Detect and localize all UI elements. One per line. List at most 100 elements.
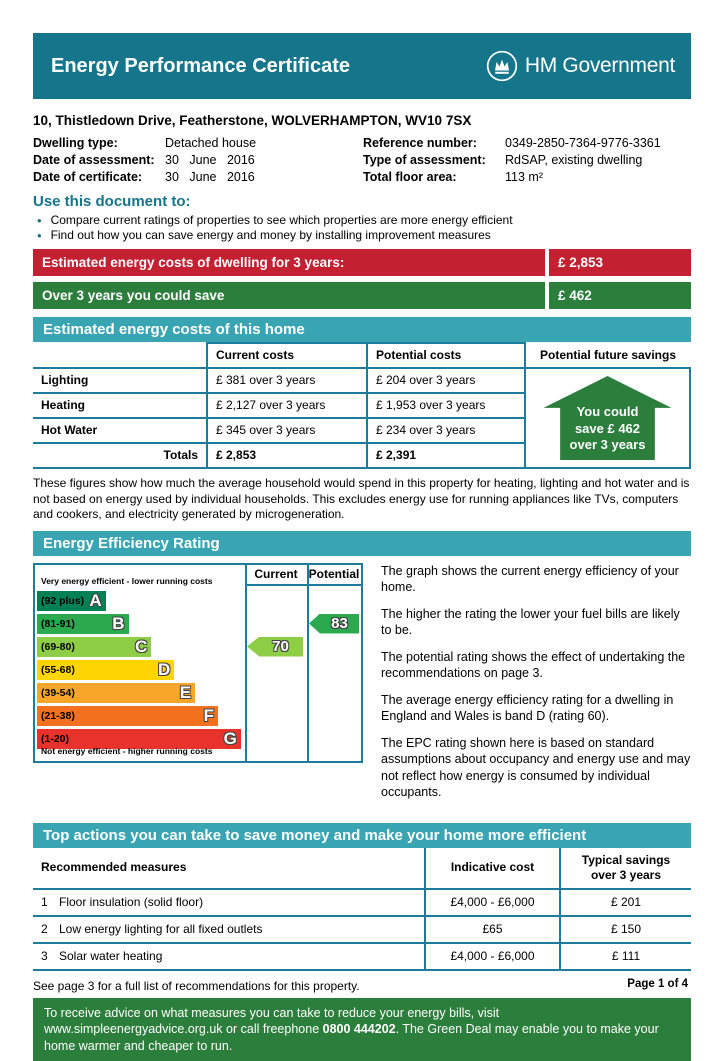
use-document-bullets: • Compare current ratings of properties …	[33, 213, 691, 243]
detail-row: Date of assessment: 30 June 2016	[33, 152, 363, 169]
savings-bar: Over 3 years you could save £ 462	[33, 282, 691, 309]
actions-header-cost: Indicative cost	[425, 848, 560, 889]
detail-row: Dwelling type: Detached house	[33, 135, 363, 152]
band-e: (39-54) E	[37, 683, 195, 703]
measure-savings: £ 201	[560, 889, 691, 916]
cost-row-potential: £ 204 over 3 years	[367, 368, 525, 393]
band-range: (1-20)	[41, 733, 69, 745]
page-number: Page 1 of 4	[627, 978, 688, 990]
rating-paragraph: The higher the rating the lower your fue…	[381, 606, 691, 639]
band-letter: G	[224, 729, 237, 749]
band-letter: E	[180, 683, 191, 703]
costs-header-current: Current costs	[207, 343, 367, 368]
estimated-costs-value: £ 2,853	[549, 249, 691, 276]
details-right-column: Reference number: 0349-2850-7364-9776-33…	[363, 135, 691, 186]
band-f: (21-38) F	[37, 706, 218, 726]
band-range: (55-68)	[41, 664, 75, 676]
measure-savings: £ 150	[560, 916, 691, 943]
detail-label: Dwelling type:	[33, 135, 165, 152]
totals-current: £ 2,853	[207, 443, 367, 468]
rating-section-header: Energy Efficiency Rating	[33, 531, 691, 556]
detail-label: Total floor area:	[363, 169, 505, 186]
detail-row: Type of assessment: RdSAP, existing dwel…	[363, 152, 691, 169]
savings-label: Over 3 years you could save	[33, 282, 545, 309]
detail-row: Total floor area: 113 m²	[363, 169, 691, 186]
measure-text: Low energy lighting for all fixed outlet…	[59, 922, 262, 936]
details-left-column: Dwelling type: Detached house Date of as…	[33, 135, 363, 186]
current-rating-value: 70	[272, 638, 289, 655]
cost-row-current: £ 345 over 3 years	[207, 418, 367, 443]
costs-note: These figures show how much the average …	[33, 476, 691, 523]
costs-section-header: Estimated energy costs of this home	[33, 317, 691, 342]
band-letter: C	[135, 637, 147, 657]
band-letter: B	[112, 614, 124, 634]
band-letter: F	[204, 706, 214, 726]
totals-label: Totals	[33, 443, 207, 468]
bullet-icon: •	[37, 228, 42, 243]
cost-row-current: £ 2,127 over 3 years	[207, 393, 367, 418]
crown-icon	[486, 50, 518, 82]
rating-paragraph: The graph shows the current energy effic…	[381, 563, 691, 596]
detail-label: Date of assessment:	[33, 152, 165, 169]
bullet-item: • Find out how you can save energy and m…	[33, 228, 691, 243]
advice-phone-number: 0800 444202	[323, 1022, 396, 1036]
use-document-heading: Use this document to:	[33, 193, 691, 210]
bullet-item: • Compare current ratings of properties …	[33, 213, 691, 228]
savings-value: £ 462	[549, 282, 691, 309]
detail-value: 30 June 2016	[165, 152, 255, 169]
property-address: 10, Thistledown Drive, Featherstone, WOL…	[33, 113, 691, 128]
chart-top-label: Very energy efficient - lower running co…	[41, 576, 212, 586]
detail-value: 30 June 2016	[165, 169, 255, 186]
measure-number: 1	[41, 895, 59, 910]
band-range: (69-80)	[41, 641, 75, 653]
detail-value: RdSAP, existing dwelling	[505, 152, 642, 169]
chart-divider	[245, 565, 247, 761]
savings-house-cell: You could save £ 462 over 3 years	[525, 368, 690, 468]
band-range: (39-54)	[41, 687, 75, 699]
band-range: (92 plus)	[41, 595, 84, 607]
potential-rating-value: 83	[331, 615, 348, 632]
advice-box: To receive advice on what measures you c…	[33, 998, 691, 1061]
band-a: (92 plus) A	[37, 591, 106, 611]
measure-cost: £4,000 - £6,000	[425, 889, 560, 916]
measure-savings: £ 111	[560, 943, 691, 970]
rating-paragraph: The average energy efficiency rating for…	[381, 692, 691, 725]
actions-header-row: Recommended measures Indicative cost Typ…	[33, 848, 691, 889]
costs-header-row: Current costs Potential costs Potential …	[33, 343, 690, 368]
rating-paragraph: The EPC rating shown here is based on st…	[381, 735, 691, 801]
rating-bands: (92 plus) A (81-91) B (69-80) C (55-68) …	[37, 591, 245, 752]
chart-bottom-label: Not energy efficient - higher running co…	[41, 746, 212, 756]
detail-label: Type of assessment:	[363, 152, 505, 169]
band-b: (81-91) B	[37, 614, 129, 634]
house-text-line: You could	[544, 404, 672, 421]
detail-label: Reference number:	[363, 135, 505, 152]
epc-rating-chart: Current Potential Very energy efficient …	[33, 563, 363, 763]
bullet-text: Find out how you can save energy and mon…	[51, 228, 491, 243]
actions-header-savings: Typical savings over 3 years	[560, 848, 691, 889]
measure-cost: £65	[425, 916, 560, 943]
gov-logo-text: HM Government	[525, 54, 675, 78]
band-letter: A	[89, 591, 101, 611]
detail-label: Date of certificate:	[33, 169, 165, 186]
costs-header-savings: Potential future savings	[525, 343, 690, 368]
page-title: Energy Performance Certificate	[51, 55, 350, 78]
chart-current-header: Current	[245, 565, 307, 586]
band-d: (55-68) D	[37, 660, 174, 680]
detail-row: Reference number: 0349-2850-7364-9776-33…	[363, 135, 691, 152]
detail-value: 113 m²	[505, 169, 543, 186]
band-letter: D	[158, 660, 170, 680]
detail-row: Date of certificate: 30 June 2016	[33, 169, 363, 186]
measure-text: Floor insulation (solid floor)	[59, 895, 203, 909]
measure-text: Solar water heating	[59, 949, 162, 963]
rating-section: Current Potential Very energy efficient …	[33, 563, 691, 811]
rating-description: The graph shows the current energy effic…	[381, 563, 691, 811]
header-band: Energy Performance Certificate HM Govern…	[33, 33, 691, 99]
band-c: (69-80) C	[37, 637, 151, 657]
see-page-note: See page 3 for a full list of recommenda…	[33, 979, 691, 993]
house-text-line: over 3 years	[544, 437, 672, 454]
